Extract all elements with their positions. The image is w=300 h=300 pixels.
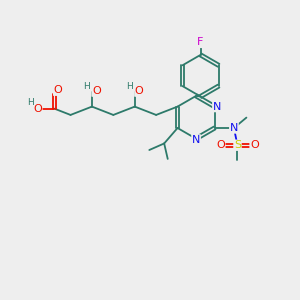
Text: F: F	[197, 38, 204, 47]
Text: O: O	[250, 140, 259, 150]
Text: S: S	[234, 140, 241, 150]
Text: H: H	[83, 82, 90, 91]
Text: O: O	[54, 85, 62, 95]
Text: O: O	[216, 140, 225, 150]
Text: O: O	[135, 86, 144, 96]
Text: N: N	[192, 135, 200, 145]
Text: H: H	[27, 98, 34, 107]
Text: N: N	[213, 102, 221, 112]
Text: H: H	[126, 82, 133, 91]
Text: N: N	[230, 123, 238, 133]
Text: O: O	[92, 86, 101, 96]
Text: O: O	[33, 104, 42, 114]
